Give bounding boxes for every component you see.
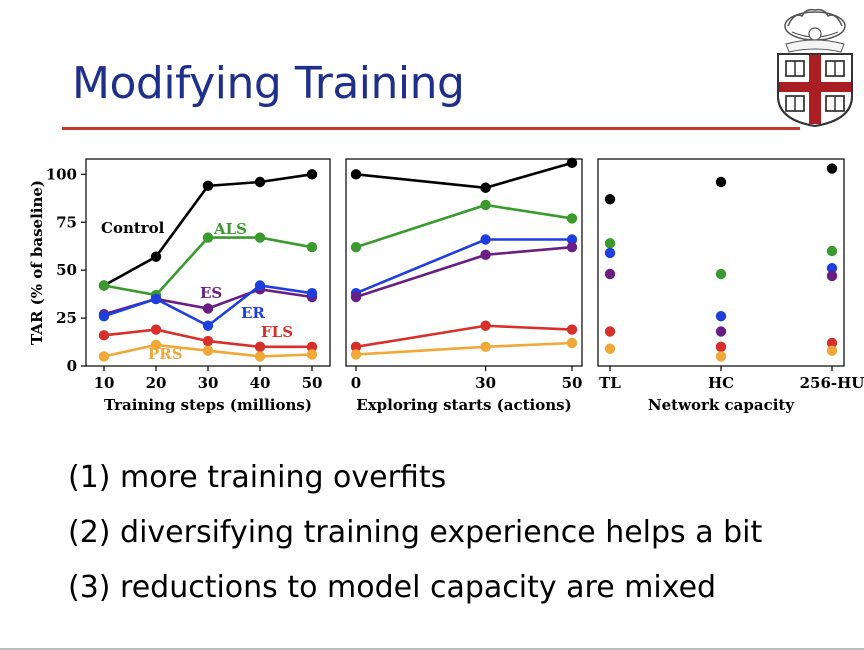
data-point-fls	[604, 326, 616, 337]
y-tick-label: 100	[46, 165, 77, 183]
data-point-fls	[150, 324, 162, 335]
data-point-control	[202, 180, 214, 192]
x-tick-label: 40	[250, 374, 271, 392]
data-point-control	[604, 194, 616, 205]
slide-title: Modifying Training	[72, 58, 465, 109]
data-point-es	[566, 241, 578, 253]
data-point-prs	[350, 349, 362, 360]
chart-panel-1: 10 20 30 40 50 Training steps (millions) 0 25 50…	[28, 158, 331, 414]
data-point-fls	[254, 341, 266, 353]
data-point-es	[202, 303, 214, 314]
data-point-control	[254, 176, 266, 188]
data-point-als	[98, 280, 110, 291]
data-point-fls	[350, 341, 362, 353]
data-point-fls	[306, 341, 318, 353]
data-point-control	[715, 176, 727, 188]
data-point-es	[715, 326, 727, 337]
charts: 10 20 30 40 50 Training steps (millions) 0 25 50…	[28, 157, 864, 414]
data-point-er	[715, 310, 727, 322]
data-point-er	[604, 247, 616, 259]
data-point-fls	[480, 320, 491, 331]
bullet-1: (1) more training overfits	[68, 460, 447, 495]
data-point-prs	[480, 341, 491, 353]
x-tick-label: 256-HU	[800, 374, 864, 392]
y-tick-label: 75	[56, 213, 77, 231]
series-label-fls: FLS	[261, 323, 293, 341]
data-point-er	[306, 287, 318, 299]
data-point-prs	[306, 349, 318, 360]
data-point-control	[350, 169, 362, 180]
data-point-fls	[202, 335, 214, 347]
data-point-fls	[566, 324, 578, 335]
data-point-es	[826, 270, 838, 282]
data-point-es	[480, 249, 491, 261]
y-tick-label: 50	[56, 261, 77, 279]
series-label-er: ER	[241, 304, 265, 322]
data-point-er	[480, 234, 491, 245]
data-point-prs	[254, 351, 266, 362]
data-point-prs	[826, 345, 838, 356]
series-label-es: ES	[200, 284, 222, 302]
plot-frame	[85, 158, 331, 367]
bullet-2: (2) diversifying training experience hel…	[68, 515, 763, 550]
data-point-als	[566, 213, 578, 224]
data-point-es	[604, 268, 616, 280]
data-point-er	[826, 263, 838, 274]
x-tick-label: 30	[198, 374, 219, 392]
x-tick-label: 0	[351, 374, 361, 392]
x-tick-label: 10	[94, 374, 115, 392]
data-point-als	[350, 241, 362, 253]
y-tick-label: 0	[67, 357, 77, 375]
x-tick-label: 50	[302, 374, 323, 392]
shield-crest-icon	[777, 8, 853, 128]
x-axis-label: Exploring starts (actions)	[356, 396, 571, 414]
series-label-control: Control	[101, 219, 165, 237]
x-tick-label: HC	[708, 374, 734, 392]
data-point-es	[350, 291, 362, 303]
data-point-control	[566, 157, 578, 169]
data-point-fls	[715, 341, 727, 353]
data-point-als	[604, 238, 616, 249]
data-point-als	[202, 232, 214, 243]
x-axis-label: Training steps (millions)	[104, 396, 312, 414]
data-point-control	[150, 251, 162, 262]
data-point-prs	[202, 345, 214, 356]
bullet-3: (3) reductions to model capacity are mix…	[68, 570, 717, 605]
data-point-control	[480, 182, 491, 193]
title-divider	[62, 127, 800, 130]
data-point-als	[715, 268, 727, 280]
data-point-er	[150, 293, 162, 305]
y-tick-label: 25	[56, 309, 77, 327]
data-point-er	[254, 280, 266, 291]
x-tick-label: TL	[599, 374, 621, 392]
data-point-fls	[98, 330, 110, 341]
x-tick-label: 20	[146, 374, 167, 392]
data-point-als	[254, 232, 266, 243]
data-point-er	[202, 320, 214, 331]
x-tick-label: 30	[475, 374, 496, 392]
data-point-er	[566, 234, 578, 245]
data-point-control	[826, 163, 838, 174]
chart-panel-2: 0 30 50 Exploring starts (actions)	[345, 157, 583, 414]
data-point-prs	[604, 343, 616, 354]
data-point-prs	[715, 351, 727, 362]
data-point-prs	[150, 339, 162, 351]
y-axis-label: TAR (% of baseline)	[28, 180, 46, 345]
x-tick-label: 50	[562, 374, 583, 392]
series-label-prs: PRS	[148, 345, 183, 363]
data-point-als	[306, 241, 318, 253]
data-point-prs	[566, 337, 578, 349]
series-label-als: ALS	[213, 220, 247, 238]
data-point-fls	[826, 337, 838, 349]
data-point-prs	[98, 351, 110, 362]
data-point-als	[480, 199, 491, 211]
x-axis-label: Network capacity	[648, 396, 795, 414]
chart-panel-3: TL HC 256-HU Network capacity	[597, 158, 864, 414]
data-point-control	[306, 169, 318, 180]
data-point-er	[98, 310, 110, 322]
data-point-als	[826, 245, 838, 257]
